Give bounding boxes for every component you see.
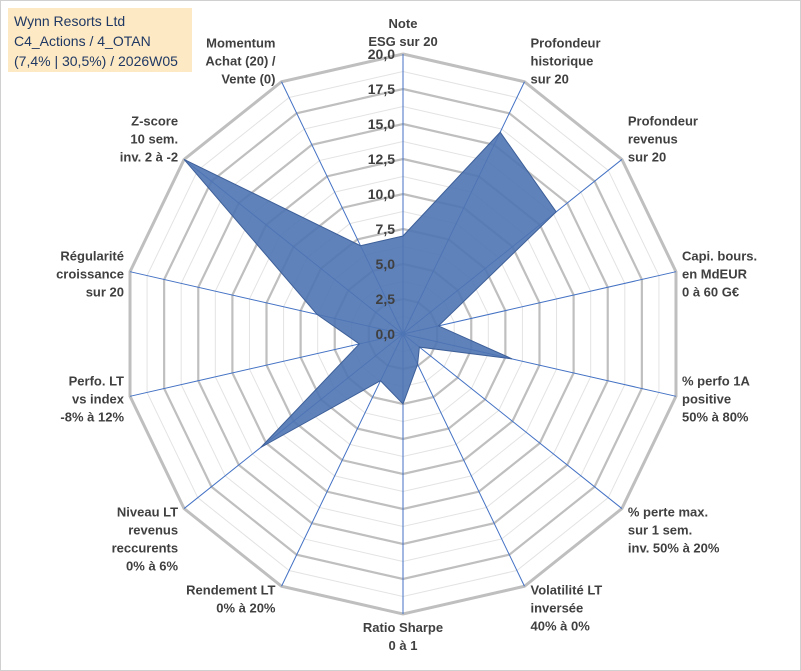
- axis-label-line: Z-score: [131, 113, 178, 128]
- axis-label-line: 0 à 60 G€: [682, 285, 739, 300]
- tick-label: 12,5: [368, 151, 395, 167]
- axis-label-line: -8% à 12%: [60, 409, 124, 424]
- axis-label-line: Perfo. LT: [69, 373, 124, 388]
- axis-label-line: % perfo 1A: [682, 373, 751, 388]
- axis-label-line: inversée: [531, 600, 584, 615]
- axis-label-line: % perte max.: [628, 505, 708, 520]
- axis-label: Note ESG sur 20: [368, 16, 437, 49]
- axis-label-line: Rendement LT: [186, 582, 275, 597]
- axis-label-line: revenus: [628, 131, 678, 146]
- axis-label-line: positive: [682, 391, 731, 406]
- axis-label: Profondeur revenus sur 20: [628, 113, 698, 164]
- tick-label: 0,0: [376, 326, 396, 342]
- axis-label-line: sur 20: [628, 149, 666, 164]
- axis-label-line: revenus: [128, 523, 178, 538]
- chart-title-line: C4_Actions / 4_OTAN: [14, 33, 151, 49]
- axis-label-line: Momentum: [206, 36, 275, 51]
- axis-label-line: inv. 50% à 20%: [628, 541, 720, 556]
- axis-label: Perfo. LT vs index -8% à 12%: [60, 373, 124, 424]
- axis-label: Ratio Sharpe 0 à 1: [363, 620, 443, 653]
- axis-label-line: 10 sem.: [130, 131, 178, 146]
- axis-label-line: historique: [531, 54, 594, 69]
- axis-label-line: Volatilité LT: [531, 582, 603, 597]
- label-layer: Note ESG sur 20 Profondeur historique sur 20…: [56, 16, 757, 653]
- axis-label-line: reccurents: [112, 541, 178, 556]
- axis-label: Profondeur historique sur 20: [531, 36, 601, 87]
- axis-label-line: 0% à 6%: [126, 559, 178, 574]
- axis-label-line: croissance: [56, 267, 124, 282]
- axis-label-line: sur 20: [86, 285, 124, 300]
- tick-label: 17,5: [368, 81, 395, 97]
- axis-label-line: 40% à 0%: [531, 618, 591, 633]
- axis-label: Momentum Achat (20) / Vente (0): [205, 36, 275, 87]
- axis-spoke: [402, 271, 677, 335]
- chart-title-line: Wynn Resorts Ltd: [14, 13, 126, 29]
- axis-label-line: 0 à 1: [389, 638, 418, 653]
- axis-spoke: [402, 333, 623, 509]
- axis-label: Z-score 10 sem. inv. 2 à -2: [120, 113, 178, 164]
- tick-label: 5,0: [376, 256, 396, 272]
- axis-spoke: [129, 333, 404, 397]
- chart-title-box: Wynn Resorts Ltd C4_Actions / 4_OTAN (7,…: [8, 8, 192, 72]
- tick-label: 10,0: [368, 186, 395, 202]
- axis-spoke: [402, 333, 525, 587]
- axis-label-line: vs index: [72, 391, 125, 406]
- axis-label: Volatilité LT inversée 40% à 0%: [531, 582, 603, 633]
- axis-label-line: Profondeur: [531, 36, 601, 51]
- axis-label: % perte max. sur 1 sem. inv. 50% à 20%: [628, 505, 720, 556]
- axis-label-line: ESG sur 20: [368, 34, 437, 49]
- tick-label: 15,0: [368, 116, 395, 132]
- axis-label-line: Vente (0): [221, 72, 275, 87]
- series-area: [183, 131, 557, 448]
- axis-label: Rendement LT 0% à 20%: [186, 582, 276, 615]
- axis-label-line: Profondeur: [628, 113, 698, 128]
- tick-label: 2,5: [376, 291, 396, 307]
- axis-label: % perfo 1A positive 50% à 80%: [682, 373, 751, 424]
- axis-label-line: inv. 2 à -2: [120, 149, 178, 164]
- axis-label-line: Achat (20) /: [205, 54, 275, 69]
- chart-title-line: (7,4% | 30,5%) / 2026W05: [14, 53, 178, 69]
- tick-label: 20,0: [368, 46, 395, 62]
- axis-label-line: sur 1 sem.: [628, 523, 692, 538]
- series-layer: [183, 131, 557, 448]
- axis-label-line: Capi. bours.: [682, 249, 757, 264]
- axis-label-line: Ratio Sharpe: [363, 620, 443, 635]
- axis-label: Capi. bours. en MdEUR 0 à 60 G€: [682, 249, 757, 300]
- axis-label-line: 0% à 20%: [216, 600, 276, 615]
- tick-label: 7,5: [376, 221, 396, 237]
- axis-label: Niveau LT revenus reccurents 0% à 6%: [112, 505, 179, 574]
- tick-layer: 0,0 2,5 5,0 7,5 10,0 12,5 15,0 17,5 20,0: [368, 46, 395, 342]
- axis-label-line: sur 20: [531, 72, 569, 87]
- axis-label-line: Régularité: [60, 249, 124, 264]
- axis-label-line: en MdEUR: [682, 267, 748, 282]
- axis-label-line: Niveau LT: [117, 505, 178, 520]
- axis-label-line: Note: [389, 16, 418, 31]
- axis-label-line: 50% à 80%: [682, 409, 749, 424]
- axis-label: Régularité croissance sur 20: [56, 249, 124, 300]
